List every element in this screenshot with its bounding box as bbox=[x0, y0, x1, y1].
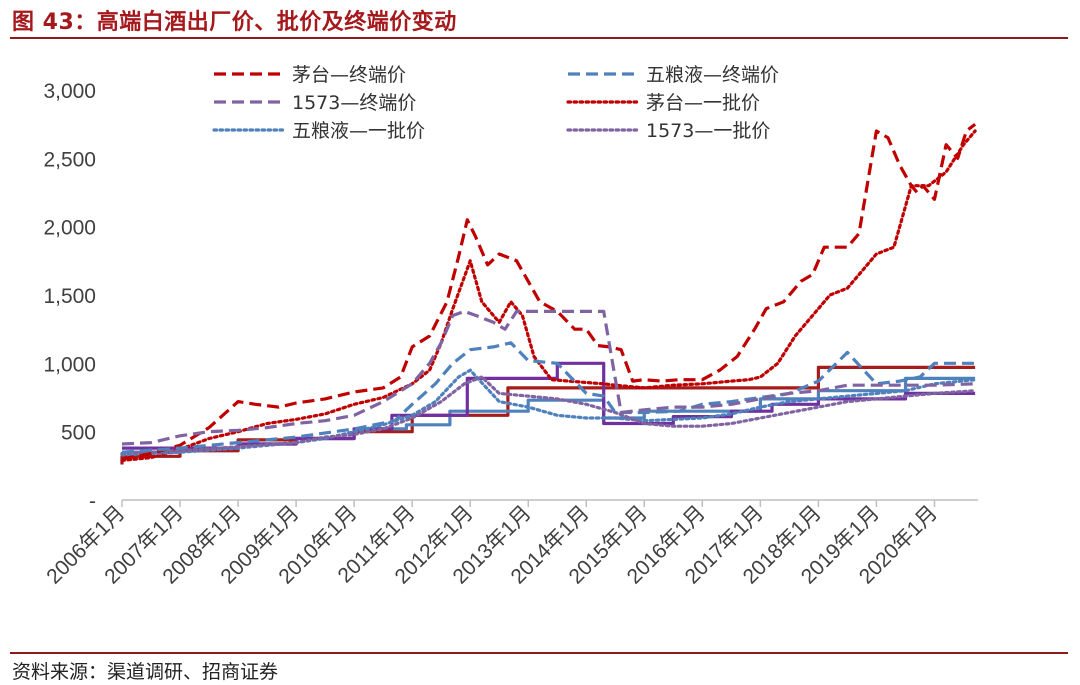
series-line bbox=[121, 341, 976, 454]
title-rule bbox=[10, 37, 1068, 39]
y-tick-label: 2,500 bbox=[43, 148, 96, 171]
line-chart: - 500 1,000 1,500 2,000 2,500 3,000 2006年1月200… bbox=[42, 64, 978, 589]
series-line bbox=[121, 122, 977, 461]
y-tick-label: - bbox=[89, 490, 96, 513]
y-tick-label: 2,000 bbox=[43, 217, 96, 240]
source-rule bbox=[10, 652, 1068, 654]
legend-label: 茅台—终端价 bbox=[292, 64, 406, 86]
x-axis: 2006年1月2007年1月2008年1月2009年1月2010年1月2011年… bbox=[42, 499, 978, 589]
series-layer bbox=[120, 122, 977, 465]
series-line bbox=[120, 365, 976, 465]
y-axis: - 500 1,000 1,500 2,000 2,500 3,000 bbox=[43, 80, 96, 513]
y-tick-label: 1,500 bbox=[43, 285, 96, 308]
figure-title: 图 43：高端白酒出厂价、批价及终端价变动 bbox=[12, 10, 457, 35]
legend-label: 1573—终端价 bbox=[292, 92, 416, 114]
legend-label: 五粮液—终端价 bbox=[646, 64, 779, 86]
y-tick-label: 3,000 bbox=[43, 80, 96, 103]
series-line bbox=[120, 129, 977, 462]
legend-label: 茅台—一批价 bbox=[646, 92, 760, 114]
series-line bbox=[120, 375, 977, 456]
legend-label: 1573—一批价 bbox=[646, 120, 770, 142]
y-tick-label: 500 bbox=[61, 422, 96, 445]
series-line bbox=[121, 309, 976, 446]
legend-label: 五粮液—一批价 bbox=[292, 120, 425, 142]
y-tick-label: 1,000 bbox=[43, 353, 96, 376]
source-note: 资料来源：渠道调研、招商证券 bbox=[12, 661, 279, 683]
